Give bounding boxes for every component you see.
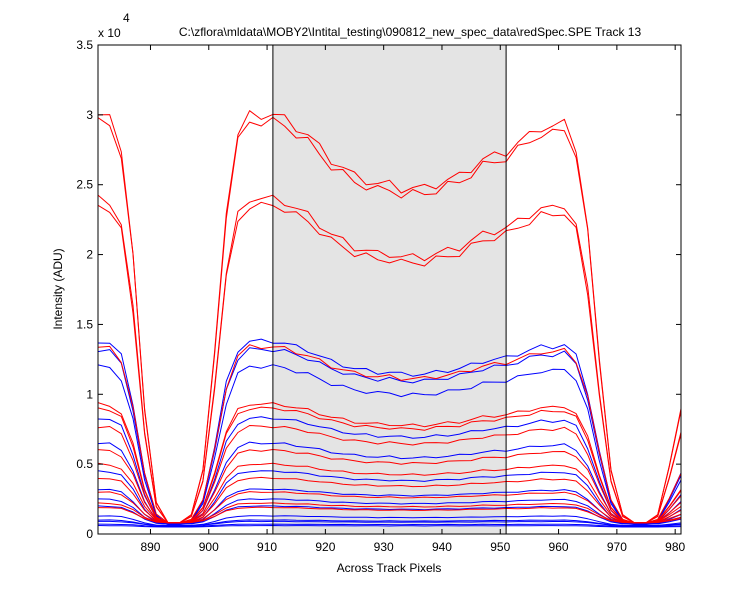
x-tick-label: 980: [665, 540, 685, 554]
x-axis-label: Across Track Pixels: [337, 561, 442, 575]
vertical-lines: [272, 45, 507, 534]
y-tick-label: 1.5: [76, 317, 93, 331]
y-tick-label: 2: [86, 248, 93, 262]
y-tick-label: 3: [86, 108, 93, 122]
series-line-15: [98, 462, 681, 524]
y-tick-label: 1: [86, 387, 93, 401]
series-line-12: [98, 425, 681, 524]
y-tick-label: 2.5: [76, 178, 93, 192]
series-line-26: [98, 520, 681, 527]
series-line-19: [98, 491, 681, 524]
y-ticks: 0 0.5 1 1.5 2 2.5 3 3.5: [76, 38, 681, 541]
x-tick-label: 920: [315, 540, 335, 554]
series-line-23: [98, 506, 681, 524]
y-multiplier-exponent: 4: [123, 11, 130, 25]
series-line-8: [98, 364, 681, 525]
y-tick-label: 3.5: [76, 38, 93, 52]
x-tick-label: 960: [549, 540, 569, 554]
series-line-10: [98, 406, 681, 524]
series-line-14: [98, 449, 681, 524]
series-line-28: [98, 525, 681, 528]
y-multiplier-base: x 10: [98, 26, 121, 40]
x-tick-label: 910: [257, 540, 277, 554]
series-line-27: [98, 523, 681, 527]
series-line-2: [98, 116, 681, 524]
y-tick-label: 0.5: [76, 457, 93, 471]
y-tick-label: 0: [86, 527, 93, 541]
series-layer: [98, 110, 681, 528]
x-tick-label: 950: [490, 540, 510, 554]
series-line-17: [98, 476, 681, 524]
y-axis-label: Intensity (ADU): [51, 248, 65, 329]
x-tick-label: 890: [140, 540, 160, 554]
chart-title: C:\zflora\mldata\MOBY2\Intital_testing\0…: [179, 25, 642, 39]
x-tick-label: 940: [432, 540, 452, 554]
x-tick-label: 930: [374, 540, 394, 554]
series-line-6: [98, 347, 681, 525]
series-line-4: [98, 201, 681, 524]
series-line-7: [98, 344, 681, 524]
x-tick-label: 970: [607, 540, 627, 554]
axes-box: [97, 44, 682, 535]
series-line-22: [98, 505, 681, 525]
x-tick-label: 900: [199, 540, 219, 554]
shaded-region: [272, 45, 507, 534]
x-ticks: 890 900 910 920 930 940 950 960 970 980: [140, 45, 686, 554]
